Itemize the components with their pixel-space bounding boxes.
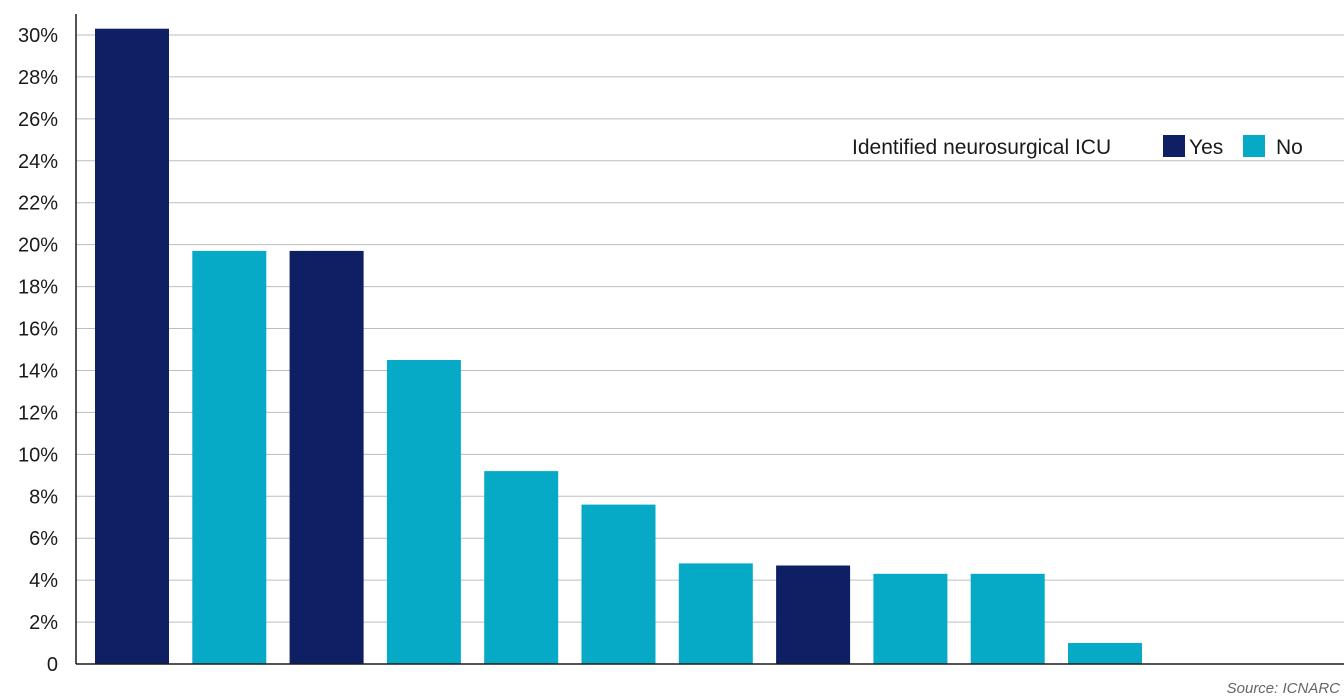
y-tick-label: 18%	[18, 277, 58, 299]
gridlines	[76, 34, 1344, 623]
bar-8	[776, 565, 851, 664]
bar-7	[678, 563, 753, 664]
y-tick-label: 20%	[18, 235, 58, 257]
bar-4	[386, 360, 461, 664]
y-tick-label: 26%	[18, 109, 58, 131]
y-tick-label: 2%	[29, 612, 58, 634]
y-tick-label: 28%	[18, 67, 58, 89]
bar-3	[289, 250, 364, 664]
bar-1	[95, 28, 169, 664]
source-note: Source: ICNARC	[1227, 680, 1341, 697]
legend-swatch-yes	[1163, 135, 1185, 157]
y-tick-label: 30%	[18, 25, 58, 47]
bar-6	[581, 504, 656, 664]
bar-2	[192, 250, 267, 664]
y-tick-label: 16%	[18, 319, 58, 341]
bar-10	[970, 573, 1045, 664]
y-tick-label: 4%	[29, 570, 58, 592]
bar-11	[1068, 643, 1142, 664]
legend-swatch-no	[1243, 135, 1265, 157]
y-axis-ticks: 0 2% 4% 6% 8% 10% 12% 14% 16% 18% 20% 22% 24% 26% 28% 3…	[18, 25, 58, 676]
bar-5	[484, 471, 559, 664]
y-tick-label: 22%	[18, 193, 58, 215]
legend: Identified neurosurgical ICU Yes No	[852, 135, 1303, 159]
legend-label-yes: Yes	[1189, 136, 1223, 159]
y-tick-label: 6%	[29, 528, 58, 550]
y-tick-label: 12%	[18, 402, 58, 424]
bars	[95, 28, 1142, 664]
y-tick-label: 0	[47, 654, 58, 676]
y-tick-label: 14%	[18, 360, 58, 382]
bar-9	[873, 573, 948, 664]
y-tick-label: 10%	[18, 444, 58, 466]
y-tick-label: 24%	[18, 151, 58, 173]
y-tick-label: 8%	[29, 486, 58, 508]
legend-title: Identified neurosurgical ICU	[852, 136, 1111, 159]
legend-label-no: No	[1276, 136, 1303, 159]
